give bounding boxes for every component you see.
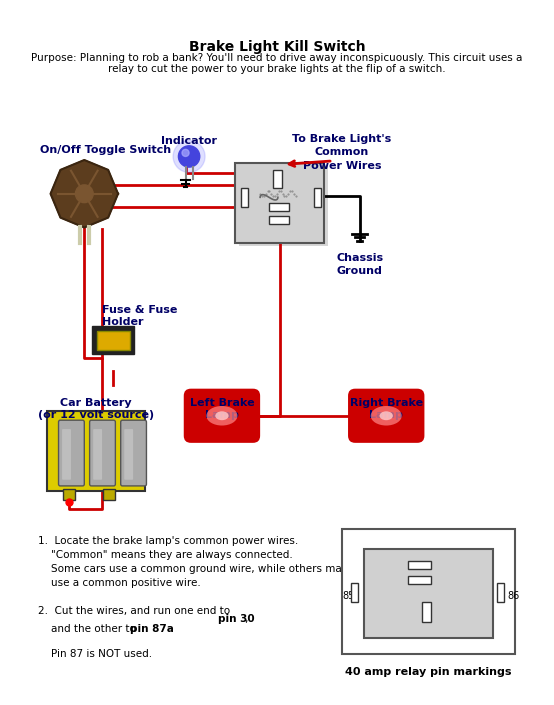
Text: Car Battery
(or 12 volt source): Car Battery (or 12 volt source) (38, 398, 154, 420)
FancyBboxPatch shape (97, 331, 130, 350)
Circle shape (173, 140, 205, 173)
FancyBboxPatch shape (103, 489, 115, 500)
Text: 87a: 87a (410, 571, 428, 581)
Circle shape (75, 185, 93, 202)
FancyBboxPatch shape (269, 216, 289, 224)
Text: 30: 30 (409, 598, 421, 608)
FancyBboxPatch shape (121, 420, 146, 486)
FancyBboxPatch shape (239, 166, 327, 246)
Text: Purpose: Planning to rob a bank? You'll need to drive away inconspicuously. This: Purpose: Planning to rob a bank? You'll … (32, 53, 522, 74)
FancyBboxPatch shape (93, 326, 134, 355)
Text: Pin 87 is NOT used.: Pin 87 is NOT used. (38, 638, 152, 659)
Text: and the other to: and the other to (38, 625, 139, 634)
Text: Brake Light Kill Switch: Brake Light Kill Switch (189, 40, 365, 54)
FancyBboxPatch shape (364, 549, 493, 638)
FancyBboxPatch shape (422, 602, 430, 622)
Text: Indicator: Indicator (161, 136, 217, 146)
FancyBboxPatch shape (124, 429, 133, 479)
FancyBboxPatch shape (62, 429, 71, 479)
FancyBboxPatch shape (59, 420, 84, 486)
FancyBboxPatch shape (90, 420, 115, 486)
FancyBboxPatch shape (408, 561, 430, 570)
Text: 86: 86 (507, 591, 519, 601)
FancyBboxPatch shape (408, 575, 430, 584)
Text: pin 87a: pin 87a (130, 625, 173, 634)
Text: Chassis
Ground: Chassis Ground (336, 253, 383, 276)
Text: 1.  Locate the brake lamp's common power wires.
    "Common" means they are alwa: 1. Locate the brake lamp's common power … (38, 536, 348, 615)
FancyBboxPatch shape (235, 163, 324, 243)
FancyBboxPatch shape (351, 583, 358, 602)
Ellipse shape (207, 406, 238, 426)
Text: 85: 85 (343, 591, 355, 601)
Text: 40 amp relay pin markings: 40 amp relay pin markings (345, 667, 512, 677)
FancyBboxPatch shape (274, 170, 283, 188)
Ellipse shape (379, 411, 393, 420)
Text: Fuse & Fuse
Holder: Fuse & Fuse Holder (102, 305, 177, 327)
Text: 87: 87 (413, 557, 425, 567)
FancyBboxPatch shape (63, 489, 75, 500)
FancyBboxPatch shape (342, 529, 515, 654)
Text: On/Off Toggle Switch: On/Off Toggle Switch (40, 145, 171, 155)
Circle shape (178, 146, 200, 167)
Polygon shape (50, 160, 118, 228)
FancyBboxPatch shape (240, 188, 248, 207)
FancyBboxPatch shape (348, 388, 424, 443)
Ellipse shape (371, 406, 402, 426)
Text: Left Brake
Lamp: Left Brake Lamp (189, 398, 254, 420)
Circle shape (182, 149, 189, 157)
FancyBboxPatch shape (314, 188, 321, 207)
FancyBboxPatch shape (269, 202, 289, 211)
Ellipse shape (216, 411, 229, 420)
Text: To Brake Light's
Common
Power Wires: To Brake Light's Common Power Wires (292, 134, 392, 171)
Text: pin 30: pin 30 (218, 614, 255, 624)
FancyBboxPatch shape (47, 411, 145, 491)
FancyBboxPatch shape (93, 429, 102, 479)
Text: Right Brake
Lamp: Right Brake Lamp (350, 398, 423, 420)
FancyBboxPatch shape (497, 583, 504, 602)
Text: ,: , (244, 614, 248, 624)
FancyBboxPatch shape (184, 388, 260, 443)
